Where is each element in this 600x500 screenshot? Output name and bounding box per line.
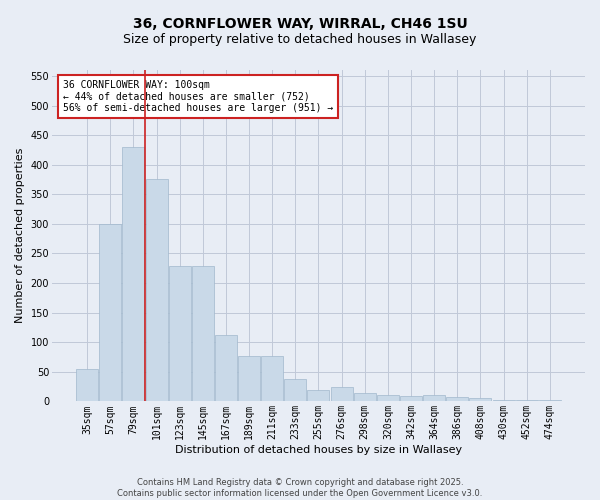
Bar [446, 398, 468, 402]
Bar [377, 396, 399, 402]
Bar [146, 180, 167, 402]
Bar [354, 393, 376, 402]
Y-axis label: Number of detached properties: Number of detached properties [15, 148, 25, 324]
Bar [423, 396, 445, 402]
Bar [469, 398, 491, 402]
Bar [169, 266, 191, 402]
Bar [261, 356, 283, 402]
Bar [331, 386, 353, 402]
Bar [493, 400, 515, 402]
Bar [122, 147, 145, 402]
Bar [100, 224, 121, 402]
Bar [76, 369, 98, 402]
Text: Contains HM Land Registry data © Crown copyright and database right 2025.
Contai: Contains HM Land Registry data © Crown c… [118, 478, 482, 498]
Bar [539, 400, 561, 402]
Bar [215, 334, 237, 402]
X-axis label: Distribution of detached houses by size in Wallasey: Distribution of detached houses by size … [175, 445, 462, 455]
Bar [515, 400, 538, 402]
Text: 36, CORNFLOWER WAY, WIRRAL, CH46 1SU: 36, CORNFLOWER WAY, WIRRAL, CH46 1SU [133, 18, 467, 32]
Text: Size of property relative to detached houses in Wallasey: Size of property relative to detached ho… [124, 32, 476, 46]
Bar [238, 356, 260, 402]
Bar [284, 379, 307, 402]
Bar [192, 266, 214, 402]
Bar [307, 390, 329, 402]
Text: 36 CORNFLOWER WAY: 100sqm
← 44% of detached houses are smaller (752)
56% of semi: 36 CORNFLOWER WAY: 100sqm ← 44% of detac… [62, 80, 333, 113]
Bar [400, 396, 422, 402]
